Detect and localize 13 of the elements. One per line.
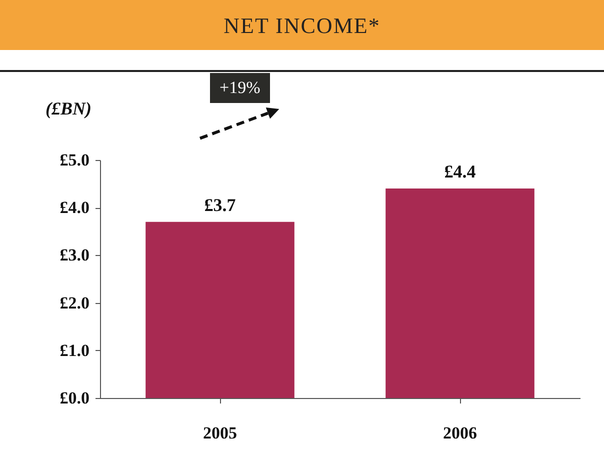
- y-axis-title: (£BN): [46, 98, 92, 118]
- y-tick-label: £1.0: [60, 340, 90, 360]
- y-tick-label: £5.0: [60, 150, 90, 170]
- x-tick-label: 2006: [443, 424, 477, 442]
- y-tick-label: £3.0: [60, 246, 90, 265]
- text: +19%: [210, 72, 270, 103]
- y-tick-label: £0.0: [60, 388, 90, 408]
- chart-title: NET INCOME*: [0, 0, 604, 50]
- text: £4.4: [444, 162, 476, 182]
- x-tick-label: 2005: [203, 424, 237, 442]
- y-tick-label: £2.0: [60, 293, 90, 312]
- text: £3.7: [204, 194, 236, 215]
- y-tick-label: £4.0: [60, 198, 90, 218]
